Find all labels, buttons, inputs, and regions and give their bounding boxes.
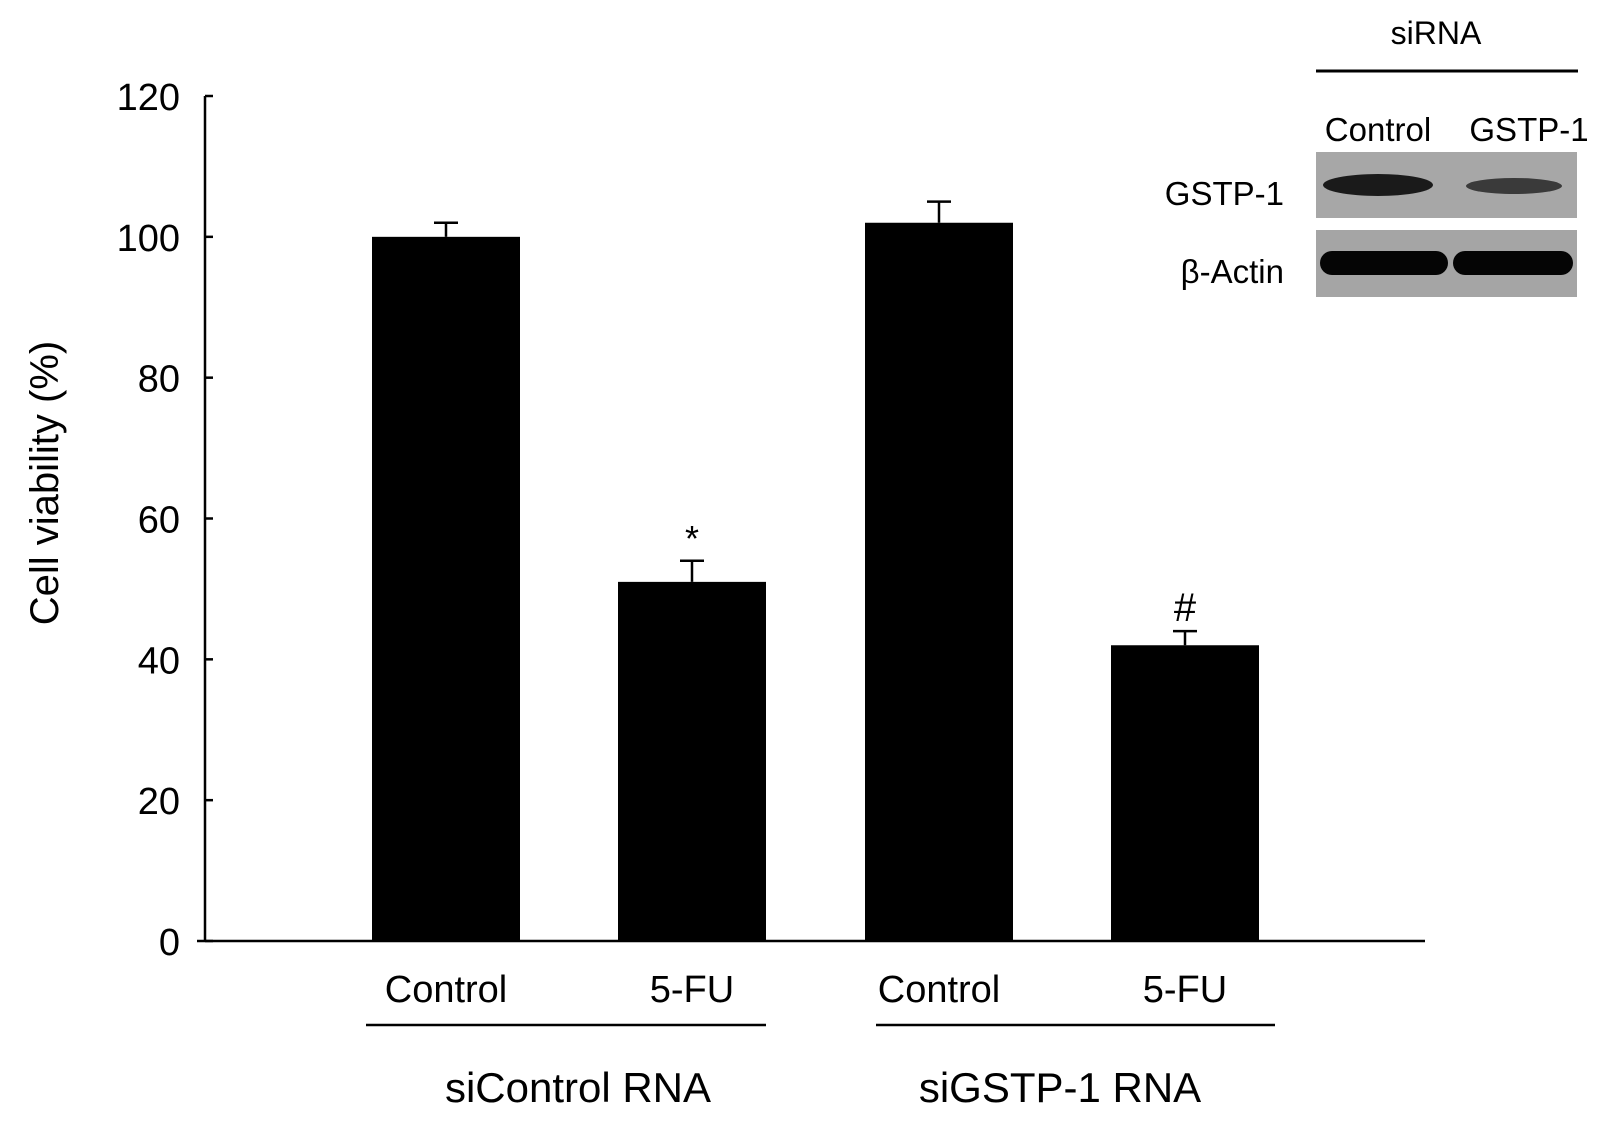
band-actin-control: [1320, 251, 1448, 275]
significance-marker: *: [685, 518, 699, 559]
category-label: 5-FU: [650, 969, 734, 1011]
band-actin-gstp1: [1453, 251, 1573, 275]
y-tick-label: 20: [138, 781, 180, 823]
y-tick-label: 120: [117, 77, 180, 119]
inset-row-label-actin: β-Actin: [1181, 253, 1284, 290]
inset-row-label-gstp1: GSTP-1: [1165, 175, 1284, 212]
category-label: Control: [878, 969, 1001, 1011]
inset-col-gstp1: GSTP-1: [1469, 111, 1588, 148]
inset-header: siRNA: [1391, 15, 1482, 51]
inset-col-control: Control: [1325, 111, 1431, 148]
y-axis-label: Cell viability (%): [23, 341, 67, 626]
y-tick-label: 80: [138, 359, 180, 401]
bar: [865, 222, 1013, 941]
group-label-sigstp1: siGSTP-1 RNA: [919, 1064, 1201, 1111]
bar: [618, 581, 766, 941]
group-label-sicontrol: siControl RNA: [445, 1064, 711, 1111]
band-gstp1-control: [1323, 174, 1433, 196]
significance-marker: #: [1174, 586, 1197, 630]
y-tick-label: 0: [159, 922, 180, 964]
western-blot-inset: siRNA Control GSTP-1 GSTP-1 β-Actin: [1165, 15, 1589, 297]
y-tick-label: 100: [117, 218, 180, 260]
bar: [1111, 645, 1259, 941]
band-gstp1-gstp1: [1466, 178, 1562, 194]
y-tick-label: 60: [138, 500, 180, 542]
y-tick-label: 40: [138, 640, 180, 682]
category-label: Control: [385, 969, 508, 1011]
category-label: 5-FU: [1143, 969, 1227, 1011]
bar: [372, 236, 520, 942]
